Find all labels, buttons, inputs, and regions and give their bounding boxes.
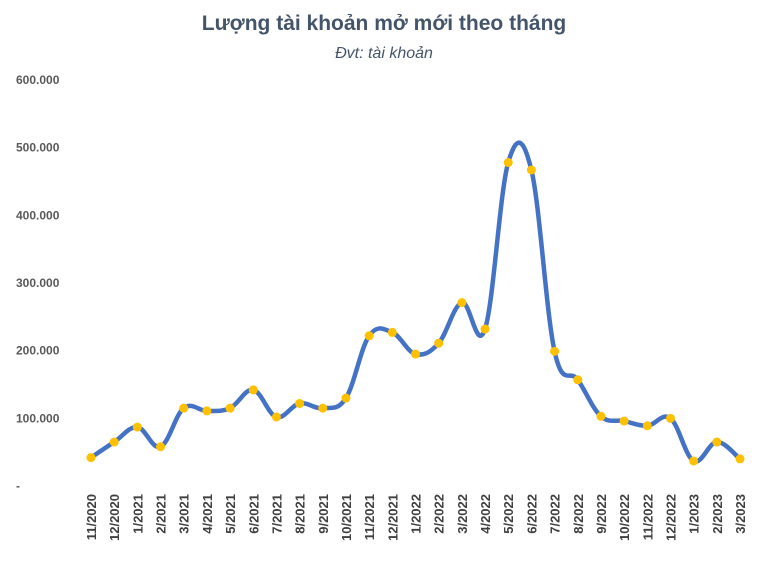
data-point (619, 416, 629, 426)
data-point (526, 165, 536, 175)
x-tick-label: 1/2023 (687, 494, 702, 534)
data-point (295, 398, 305, 408)
x-tick-label: 6/2021 (246, 494, 261, 534)
x-tick-label: 1/2021 (130, 494, 145, 534)
x-tick-label: 2/2022 (432, 494, 447, 534)
x-tick-label: 7/2022 (548, 494, 563, 534)
data-points (86, 158, 745, 466)
x-tick-label: 4/2021 (200, 494, 215, 534)
x-tick-label: 2/2023 (710, 494, 725, 534)
x-tick-label: 11/2022 (640, 494, 655, 540)
data-point (550, 346, 560, 356)
data-point (665, 413, 675, 423)
data-point (318, 403, 328, 413)
data-point (457, 298, 467, 308)
x-tick-label: 4/2022 (478, 494, 493, 534)
x-tick-label: 3/2022 (455, 494, 470, 534)
x-tick-label: 12/2021 (385, 494, 400, 541)
data-point (411, 349, 420, 359)
data-point (596, 411, 606, 421)
x-tick-label: 9/2022 (594, 494, 609, 534)
x-tick-label: 1/2022 (409, 494, 424, 534)
x-axis: 11/2020 12/2020 1/2021 2/2021 3/2021 4/2021 5/… (84, 494, 748, 541)
y-tick-label: 500.000 (16, 141, 60, 155)
data-point (364, 331, 374, 341)
data-point (132, 422, 142, 432)
data-point (156, 442, 166, 452)
data-point (86, 453, 96, 463)
chart-title: Lượng tài khoản mở mới theo tháng (201, 12, 567, 35)
x-tick-label: 6/2022 (524, 494, 539, 534)
data-point (179, 403, 189, 413)
data-point (109, 437, 119, 447)
y-tick-label: 400.000 (16, 208, 60, 222)
y-tick-label: 600.000 (16, 73, 60, 87)
y-tick-label: - (16, 479, 20, 493)
data-point (271, 412, 281, 422)
y-tick-label: 200.000 (16, 344, 60, 358)
data-point (480, 324, 490, 334)
data-point (642, 421, 652, 431)
chart-subtitle: Đvt: tài khoản (335, 45, 433, 62)
data-point (202, 406, 212, 416)
y-tick-label: 300.000 (16, 276, 60, 290)
x-tick-label: 11/2021 (362, 494, 377, 540)
x-tick-label: 10/2022 (617, 494, 632, 541)
x-tick-label: 12/2022 (663, 494, 678, 541)
data-point (735, 454, 745, 464)
data-point (341, 393, 351, 403)
data-point (689, 456, 699, 466)
x-tick-label: 5/2022 (501, 494, 516, 534)
x-tick-label: 7/2021 (269, 494, 284, 534)
x-tick-label: 9/2021 (316, 494, 331, 534)
data-point (248, 385, 258, 395)
x-tick-label: 8/2021 (293, 494, 308, 534)
data-point (387, 327, 397, 337)
x-tick-label: 12/2020 (107, 494, 122, 541)
x-tick-label: 2/2021 (154, 494, 169, 534)
x-tick-label: 5/2021 (223, 494, 238, 534)
series-line (88, 140, 743, 464)
data-point (434, 338, 444, 348)
data-point (225, 403, 235, 413)
x-tick-label: 3/2023 (733, 494, 748, 534)
x-tick-label: 10/2021 (339, 494, 354, 541)
x-tick-label: 3/2021 (177, 494, 192, 534)
data-point (503, 158, 513, 168)
data-point (573, 375, 583, 385)
y-tick-label: 100.000 (16, 411, 60, 425)
y-axis: - 100.000 200.000 300.000 400.000 500.000 600.… (16, 73, 60, 493)
x-tick-label: 11/2020 (84, 494, 99, 540)
x-tick-label: 8/2022 (571, 494, 586, 534)
data-point (712, 437, 722, 447)
